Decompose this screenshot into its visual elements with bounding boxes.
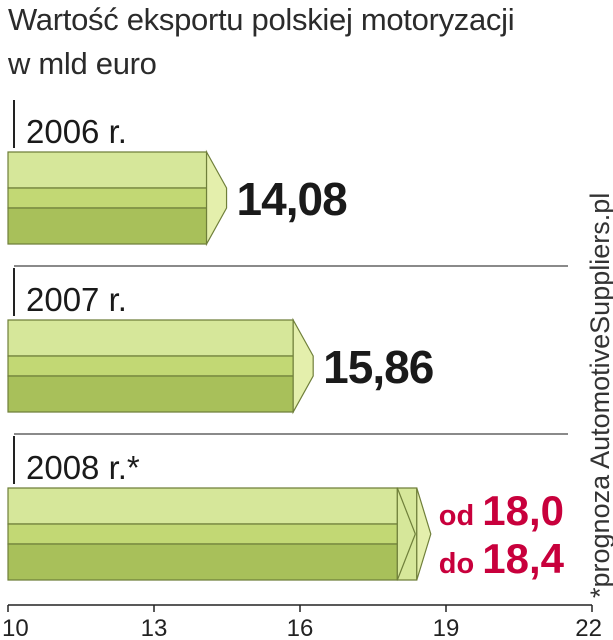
bar-range-segment	[396, 487, 418, 581]
bar	[7, 487, 432, 581]
bar-cap	[205, 149, 228, 247]
bar-bottom-face	[7, 543, 398, 581]
x-tick-label: 16	[287, 615, 314, 640]
x-tick-label: 22	[575, 615, 602, 640]
value-label: 14,08	[237, 173, 348, 225]
bar-front-face	[7, 187, 208, 209]
chart-title: Wartość eksportu polskiej motoryzacji	[8, 2, 515, 37]
bar-bottom-face	[7, 207, 208, 245]
range-low-label: od 18,0	[439, 487, 564, 534]
bar-range-edge	[396, 533, 416, 581]
range-high-label: do 18,4	[439, 535, 565, 582]
bar-top-face	[7, 487, 398, 525]
bar-range-edge	[396, 487, 416, 535]
bar-front-face	[7, 355, 294, 377]
category-label: 2008 r.*	[26, 449, 140, 486]
x-tick-label: 13	[141, 615, 168, 640]
bar-top-face	[7, 319, 294, 357]
bar-cap	[416, 487, 432, 581]
bar	[7, 317, 314, 415]
bar-front-face	[7, 523, 398, 545]
x-tick-label: 10	[2, 615, 29, 640]
value-label: 15,86	[323, 341, 433, 393]
x-tick-label: 19	[433, 615, 460, 640]
bar-top-face	[7, 151, 208, 189]
bar-cap	[292, 317, 314, 415]
bar-bottom-face	[7, 375, 294, 413]
chart-subtitle: w mld euro	[8, 46, 157, 81]
category-label: 2006 r.	[26, 113, 127, 150]
category-label: 2007 r.	[26, 281, 127, 318]
bar	[7, 149, 228, 247]
